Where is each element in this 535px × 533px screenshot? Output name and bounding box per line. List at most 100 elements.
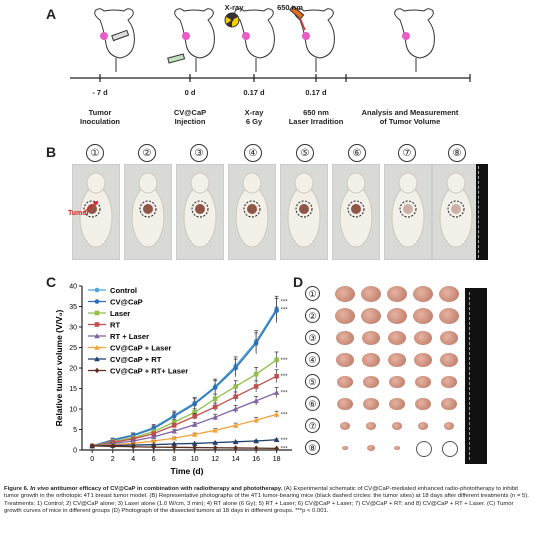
x-tick-label: 0 [90,456,94,463]
legend-label: CV@CaP + RT+ Laser [110,366,188,375]
x-tick-label: 14 [232,456,240,463]
mouse-photo [332,164,380,260]
series-line [92,445,277,450]
caption-body: (A) Experimental schematic of CV@CaP-med… [4,486,529,515]
mouse-photo [72,164,120,260]
group-number: ⑤ [296,144,314,162]
tumor-row-number: ⑥ [305,396,320,411]
tumor-marker [402,32,410,40]
mouse-icon [394,8,435,72]
mouse-photo [384,164,432,260]
dissected-tumor [336,330,354,346]
legend-marker [94,333,100,339]
significance-marker: *** [281,391,289,397]
data-point [171,435,177,441]
mouse-photo-image [385,165,431,259]
data-point [233,365,238,371]
data-point [253,341,259,346]
group-number: ② [138,144,156,162]
group-number: ⑧ [448,144,466,162]
panel-c: C 0 5 10 15 20 25 30 35 40 0 2 4 6 8 10 12 14 16 18 Time (d… [0,272,300,484]
dissected-tumor [413,286,433,302]
dissected-tumor [337,397,353,411]
dissected-tumor [414,330,432,346]
data-point [151,431,157,436]
day-label: 0.17 d [305,88,327,97]
dissected-tumor [388,330,406,346]
group-number: ④ [244,144,262,162]
data-point [171,441,177,447]
data-point [171,444,177,451]
legend-label: RT [110,320,120,329]
legend-marker [94,287,100,293]
dissected-tumor [440,352,458,368]
tumor-marker [302,32,310,40]
group-number: ⑦ [398,144,416,162]
legend-label: RT + Laser [110,332,149,341]
group-number: ① [86,144,104,162]
step-xray: X-ray 6 Gy [244,108,264,126]
day-label: 0.17 d [243,88,265,97]
dissected-tumor [367,444,375,452]
panel-a: A [0,0,535,140]
data-point [233,394,238,399]
mouse-photo-image [281,165,327,259]
data-point [192,414,197,419]
step-tumor-inoculation: Tumor Inoculation [80,108,120,126]
dissected-tumor [387,286,407,302]
data-point [273,389,280,395]
tumor-row-number: ⑦ [305,418,320,433]
legend-label: Control [110,286,137,295]
tumor-row-number: ③ [305,330,320,345]
day-label: - 7 d [92,88,108,97]
ruler [476,164,488,260]
y-axis-label: Relative tumor volume (V/V₀) [54,309,64,426]
laser-icon [289,5,306,31]
dissected-tumor [389,375,405,389]
data-point [130,443,136,450]
series-line [92,359,278,447]
data-point [192,444,197,451]
dissected-tumor [362,330,380,346]
data-point [171,428,177,434]
ruler [465,288,487,464]
data-point [273,436,280,443]
dissected-tumor [439,286,459,302]
mouse-photo-image [125,165,171,259]
tumor-row-number: ⑧ [305,440,320,455]
y-tick-label: 0 [73,448,77,455]
mouse-photo-image [229,165,275,259]
syringe-icon [167,53,186,64]
data-point [171,414,177,419]
dissected-tumor [416,441,432,457]
x-tick-label: 4 [131,456,135,463]
panel-a-letter: A [46,6,57,22]
mouse-icon [94,8,135,72]
dissected-tumor [415,397,431,411]
dissected-tumor [442,441,458,457]
series-line [92,413,277,447]
mouse-photo-image [433,165,479,259]
data-point [212,427,218,433]
significance-marker: *** [281,308,289,314]
dissected-tumor [418,422,428,430]
y-tick-label: 35 [69,304,77,311]
data-point [171,419,177,425]
series-line [92,391,277,447]
timeline-ticks [99,74,471,82]
data-point [191,440,198,446]
figure-caption: Figure 6. In vivo antitumor efficacy of … [4,486,531,532]
panel-b-letter: B [46,144,57,160]
legend-label: CV@CaP + RT [110,355,162,364]
panel-d: D ① ② ③ ④ ⑤ ⑥ ⑦ ⑧ [293,272,535,472]
mouse-photo [280,164,328,260]
data-point [273,411,280,417]
x-tick-label: 6 [152,456,156,463]
dissected-tumor [388,352,406,368]
data-point [274,445,279,452]
dissected-tumor [392,422,402,430]
dissected-tumor [340,422,350,430]
data-point [274,308,279,313]
dissected-tumor [387,308,407,324]
radiation-icon [224,12,240,28]
